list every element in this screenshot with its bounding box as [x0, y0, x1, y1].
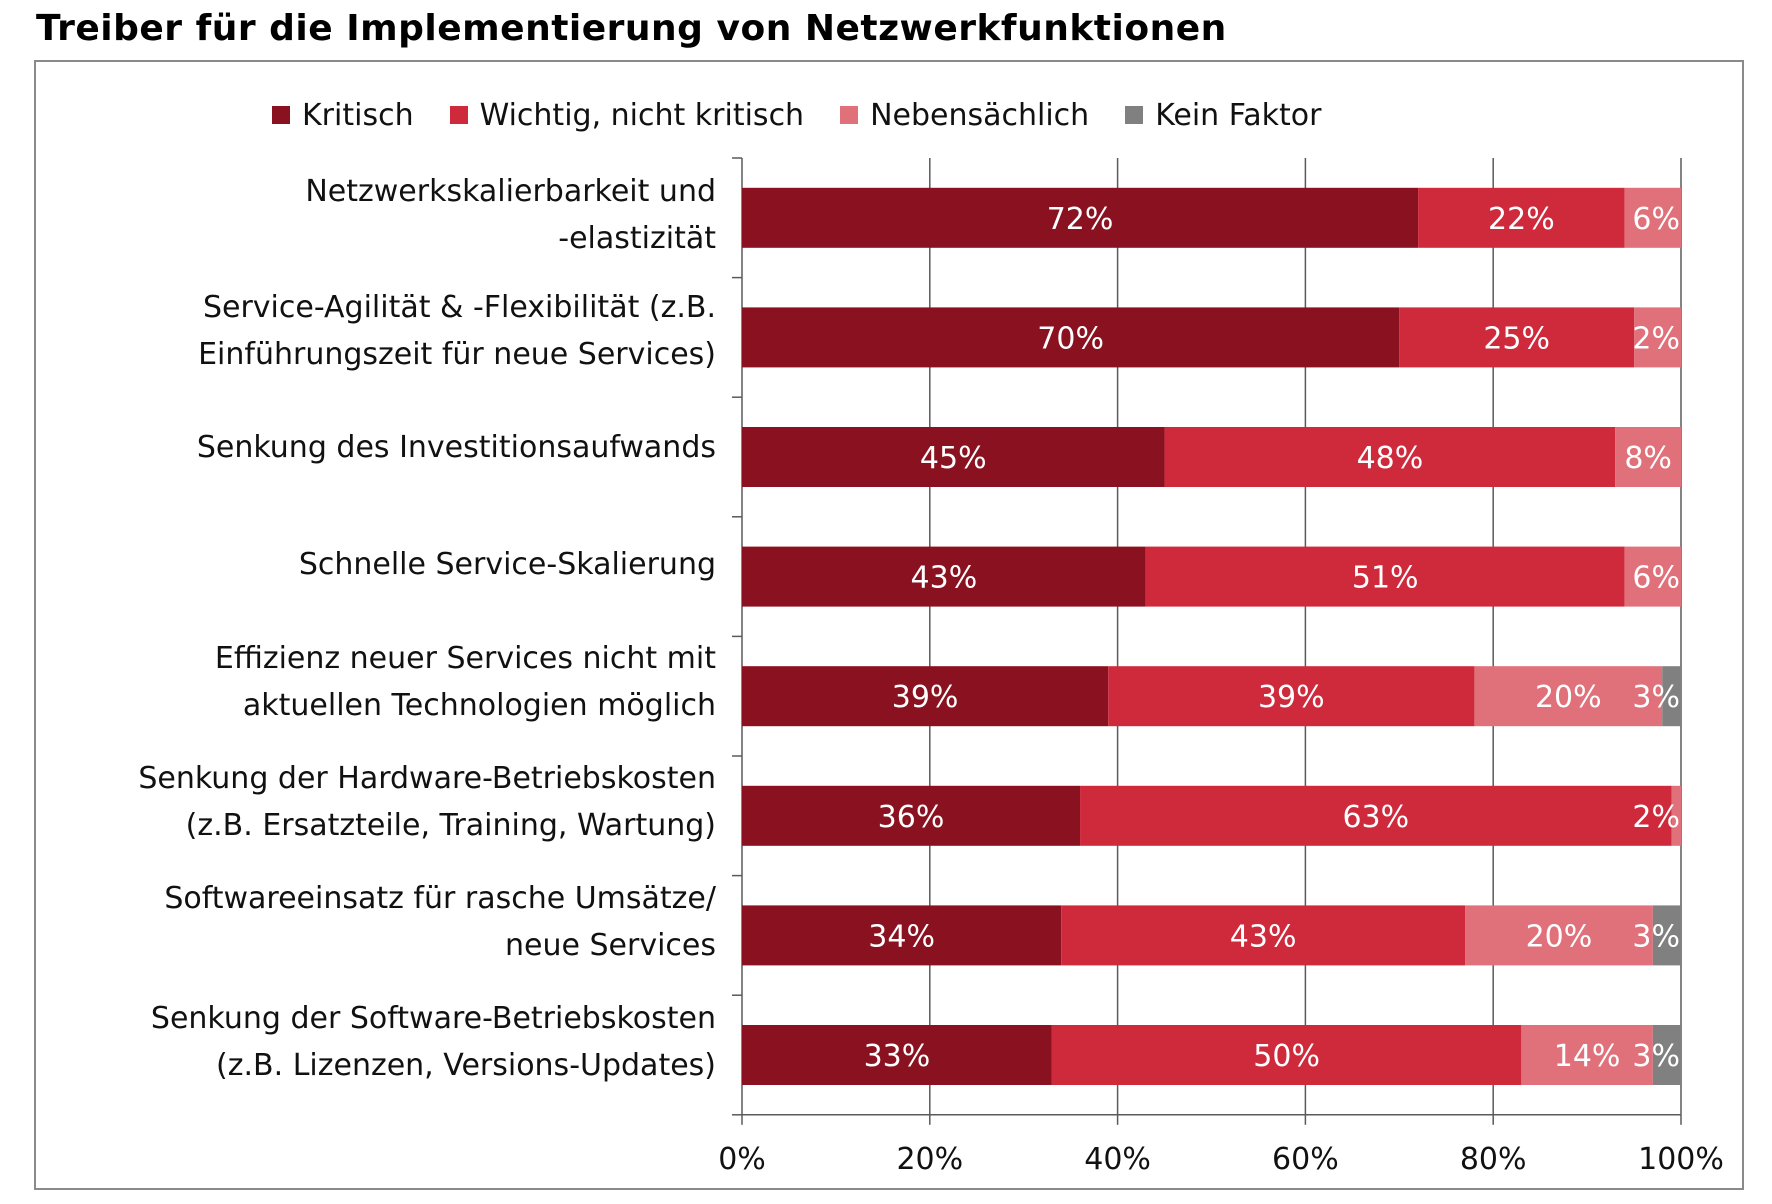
category-label-2: Senkung des Investitionsaufwands: [196, 430, 716, 465]
category-label-5: Senkung der Hardware-Betriebskosten (z.B…: [138, 761, 716, 843]
chart-title: Treiber für die Implementierung von Netz…: [36, 8, 1227, 49]
bar-segment-wichtig: [1061, 905, 1466, 966]
bar-segment-nebensaechlich: [1474, 666, 1663, 727]
legend: Kritisch Wichtig, nicht kritisch Nebensä…: [272, 95, 1357, 135]
chart-frame: [34, 60, 1744, 1190]
data-label: 70%: [1037, 321, 1104, 356]
bar-segment-kritisch: [742, 546, 1146, 607]
legend-item-nebensaechlich: Nebensächlich: [840, 98, 1089, 133]
bar-segment-kritisch: [742, 666, 1109, 727]
bar-segment-nebensaechlich: [1521, 1025, 1653, 1085]
data-label: 43%: [1230, 919, 1297, 954]
bar-segment-nebensaechlich: [1634, 307, 1681, 368]
legend-item-wichtig: Wichtig, nicht kritisch: [449, 97, 805, 133]
legend-swatch-wichtig: [449, 106, 468, 124]
data-label: 39%: [1258, 680, 1325, 715]
bar-segment-kritisch: [742, 427, 1165, 487]
bar-segment-wichtig: [1164, 427, 1616, 487]
legend-swatch-kein-faktor: [1125, 106, 1144, 124]
category-label-1: Service-Agilität & -Flexibilität (z.B. E…: [198, 290, 716, 372]
data-label: 20%: [1526, 919, 1593, 954]
x-tick-label: 80%: [1460, 1142, 1527, 1177]
bar-segment-nebensaechlich: [1671, 785, 1681, 846]
bar-segment-kein-faktor: [1652, 905, 1681, 966]
data-label: 2%: [1632, 800, 1680, 835]
x-tick-label: 0%: [718, 1142, 766, 1177]
legend-label-kritisch: Kritisch: [302, 97, 414, 133]
data-label: 33%: [864, 1039, 931, 1074]
data-label: 20%: [1535, 680, 1602, 715]
bar-segment-kritisch: [742, 785, 1081, 846]
legend-swatch-nebensaechlich: [840, 106, 859, 124]
data-label: 51%: [1352, 561, 1419, 596]
data-label: 14%: [1554, 1039, 1621, 1074]
bar-segment-nebensaechlich: [1624, 546, 1681, 607]
data-label: 3%: [1632, 1039, 1680, 1074]
x-tick-label: 100%: [1638, 1142, 1724, 1177]
data-label: 34%: [868, 919, 935, 954]
data-label: 3%: [1632, 919, 1680, 954]
legend-label-kein-faktor: Kein Faktor: [1155, 97, 1322, 133]
bar-segment-nebensaechlich: [1615, 427, 1681, 487]
data-label: 8%: [1624, 441, 1672, 476]
category-label-6: Softwareeinsatz für rasche Umsätze/ neue…: [164, 881, 716, 963]
data-label: 2%: [1632, 321, 1680, 356]
bar-segment-kritisch: [742, 187, 1419, 248]
x-tick-label: 60%: [1272, 1142, 1339, 1177]
data-label: 72%: [1047, 202, 1114, 237]
data-label: 25%: [1483, 321, 1550, 356]
bar-segment-wichtig: [1108, 666, 1475, 727]
bar-segment-kritisch: [742, 1025, 1052, 1085]
category-label-4: Effizienz neuer Services nicht mit aktue…: [214, 641, 716, 723]
bar-segment-wichtig: [1051, 1025, 1522, 1085]
bar-segment-kein-faktor: [1662, 666, 1681, 727]
legend-swatch-kritisch: [272, 106, 290, 124]
bar-segment-wichtig: [1145, 546, 1625, 607]
category-label-7: Senkung der Software-Betriebskosten (z.B…: [150, 1001, 716, 1083]
data-label: 22%: [1488, 202, 1555, 237]
bar-segment-nebensaechlich: [1465, 905, 1653, 966]
data-label: 48%: [1357, 441, 1424, 476]
category-label-0: Netzwerkskalierbarkeit und -elastizität: [305, 174, 716, 256]
bar-segment-kein-faktor: [1652, 1025, 1681, 1085]
bar-segment-nebensaechlich: [1624, 187, 1681, 248]
bar-segment-wichtig: [1418, 187, 1625, 248]
legend-item-kein-faktor: Kein Faktor: [1125, 98, 1321, 133]
data-label: 43%: [911, 561, 978, 596]
data-label: 50%: [1253, 1039, 1320, 1074]
data-label: 6%: [1632, 202, 1680, 237]
x-tick-label: 20%: [896, 1142, 963, 1177]
data-label: 36%: [878, 800, 945, 835]
x-tick-label: 40%: [1084, 1142, 1151, 1177]
bar-segment-wichtig: [1080, 785, 1672, 846]
data-label: 63%: [1342, 800, 1409, 835]
data-label: 39%: [892, 680, 959, 715]
data-label: 45%: [920, 441, 987, 476]
bar-segment-kritisch: [742, 905, 1062, 966]
data-label: 6%: [1632, 561, 1680, 596]
bar-segment-kritisch: [742, 307, 1400, 368]
category-label-3: Schnelle Service-Skalierung: [298, 547, 716, 582]
bar-segment-wichtig: [1399, 307, 1635, 368]
legend-label-wichtig: Wichtig, nicht kritisch: [479, 97, 805, 133]
legend-label-nebensaechlich: Nebensächlich: [870, 97, 1090, 133]
data-label: 3%: [1632, 680, 1680, 715]
legend-item-kritisch: Kritisch: [272, 98, 414, 133]
